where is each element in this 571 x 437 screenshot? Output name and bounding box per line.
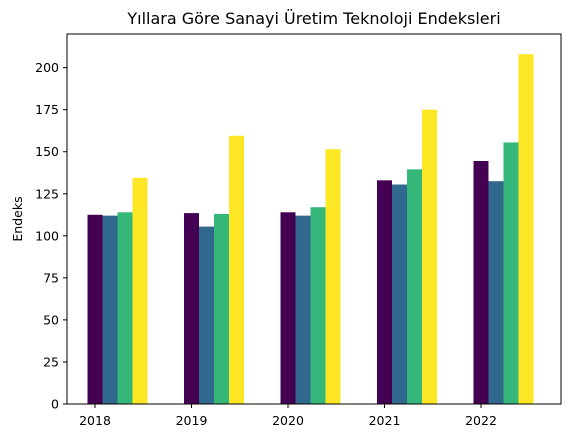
x-ticks: 2018 2019 2020 2021 2022 <box>79 404 497 428</box>
y-tick-label: 100 <box>35 228 59 243</box>
y-tick-label: 175 <box>35 102 59 117</box>
bar-2022-series-1 <box>473 160 489 404</box>
bar-2018-series-4 <box>132 177 148 404</box>
y-tick-label: 125 <box>35 186 59 201</box>
bar-2021-series-2 <box>392 184 407 404</box>
plot-frame <box>66 33 562 405</box>
chart-title: Yıllara Göre Sanayi Üretim Teknoloji End… <box>126 9 500 28</box>
y-tick-label: 200 <box>35 60 59 75</box>
bar-2022-series-2 <box>488 181 504 404</box>
bar-2022-series-3 <box>503 142 519 404</box>
y-tick-label: 75 <box>43 270 59 285</box>
bar-2020-series-3 <box>310 207 326 404</box>
bar-2021-series-1 <box>377 180 392 404</box>
y-tick-label: 25 <box>43 354 59 369</box>
bar-2019-series-4 <box>229 135 244 404</box>
bar-2019-series-3 <box>214 213 229 404</box>
bar-2020-series-4 <box>325 149 341 404</box>
y-axis-label: Endeks <box>10 196 25 241</box>
bar-2018-series-2 <box>102 215 118 404</box>
bars-group <box>87 54 534 404</box>
bar-2022-series-4 <box>518 54 534 404</box>
y-tick-label: 0 <box>51 397 59 412</box>
bar-2019-series-1 <box>184 213 199 404</box>
bar-2021-series-4 <box>422 109 437 404</box>
bar-2020-series-2 <box>295 215 311 404</box>
bar-2020-series-1 <box>280 212 296 404</box>
bar-2019-series-2 <box>199 226 214 404</box>
y-tick-label: 50 <box>43 312 59 327</box>
bar-2018-series-1 <box>87 214 103 404</box>
bar-2018-series-3 <box>117 212 133 404</box>
x-tick-label: 2022 <box>465 413 497 428</box>
x-tick-label: 2020 <box>272 413 304 428</box>
bar-2021-series-3 <box>407 169 422 404</box>
x-tick-label: 2021 <box>369 413 401 428</box>
y-ticks: 0 25 50 75 100 125 150 175 200 <box>35 60 67 412</box>
x-tick-label: 2019 <box>176 413 208 428</box>
y-tick-label: 150 <box>35 144 59 159</box>
x-tick-label: 2018 <box>79 413 111 428</box>
